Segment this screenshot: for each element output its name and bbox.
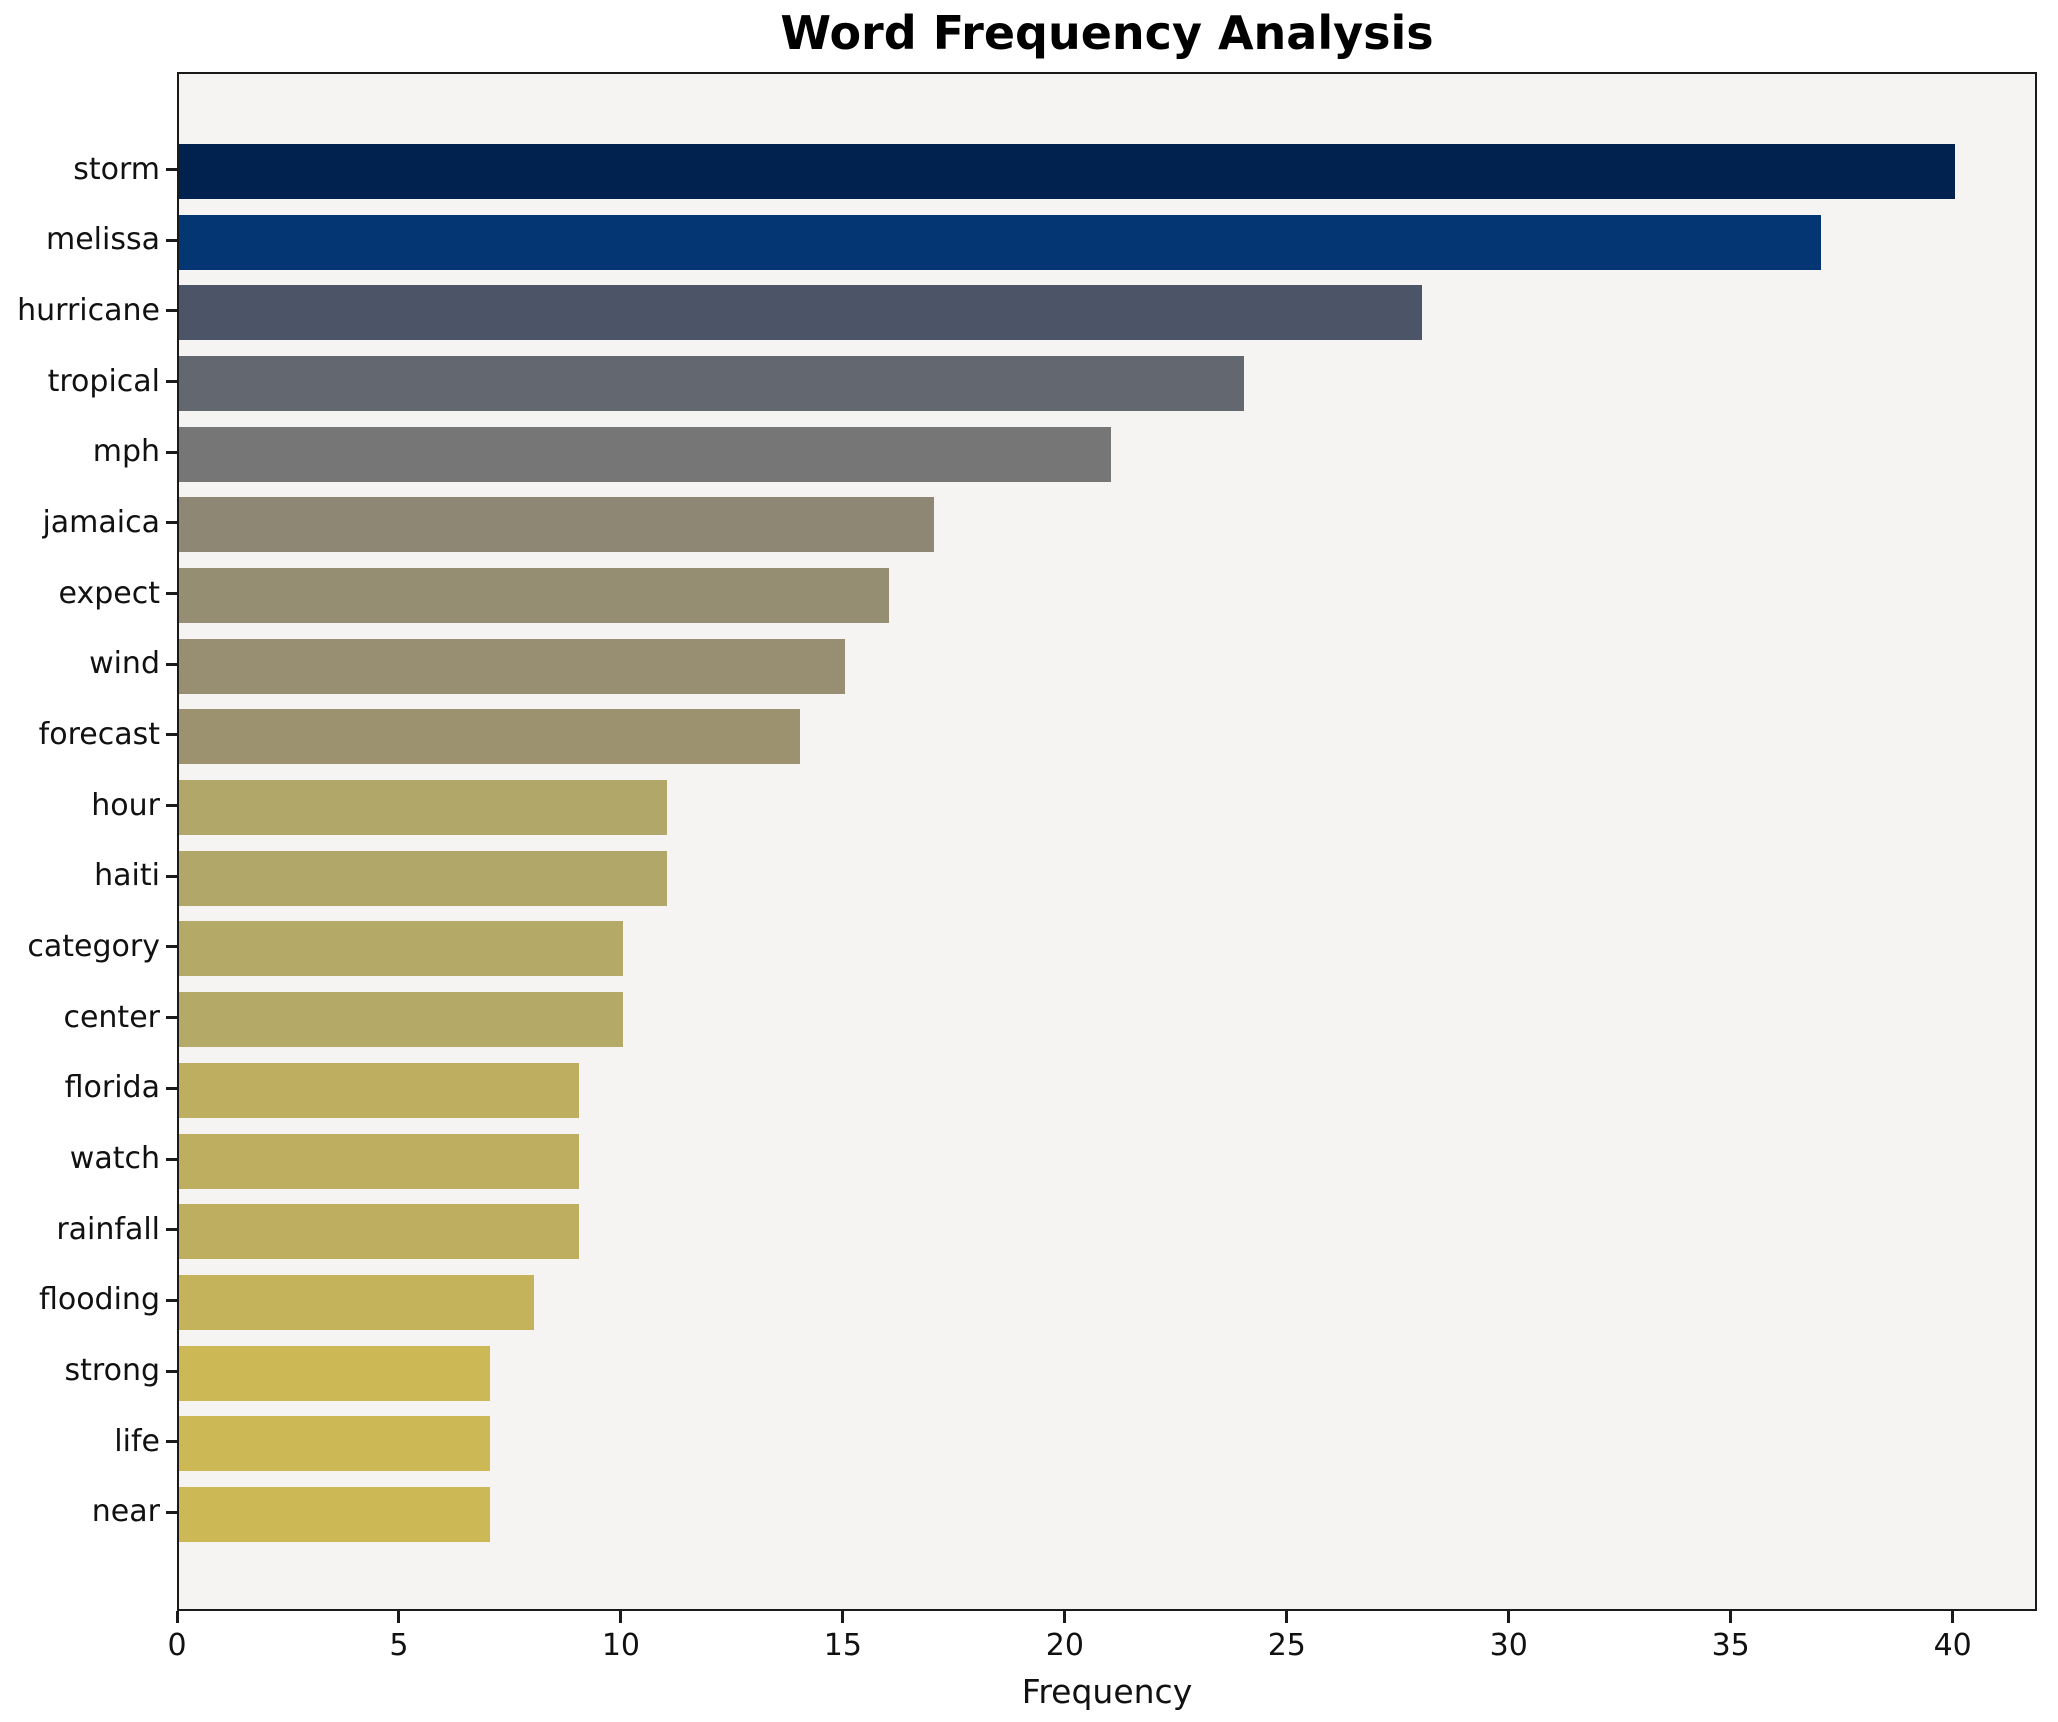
y-tick-mark [166, 450, 177, 454]
bar-near [179, 1486, 490, 1542]
y-tick-label-tropical: tropical [47, 363, 160, 399]
bar-center [179, 992, 623, 1048]
x-tick-mark [1507, 1611, 1511, 1623]
y-tick-label-flooding: flooding [38, 1282, 160, 1318]
y-tick-label-watch: watch [69, 1141, 160, 1177]
y-tick-label-hour: hour [91, 787, 160, 823]
y-tick-mark [166, 1510, 177, 1514]
x-tick-label-25: 25 [1267, 1628, 1306, 1663]
x-tick-label-5: 5 [389, 1628, 409, 1663]
y-tick-mark [166, 168, 177, 171]
bar-forecast [179, 709, 801, 765]
y-tick-mark [166, 380, 177, 384]
y-tick-label-mph: mph [92, 434, 160, 470]
y-tick-label-florida: florida [64, 1070, 160, 1106]
y-tick-mark [166, 662, 177, 666]
bar-florida [179, 1062, 579, 1118]
y-tick-label-melissa: melissa [46, 222, 160, 258]
y-tick-label-hurricane: hurricane [17, 292, 160, 328]
x-tick-mark [397, 1611, 401, 1623]
y-tick-label-wind: wind [89, 646, 160, 682]
y-tick-mark [166, 238, 177, 242]
y-tick-label-storm: storm [73, 151, 160, 187]
y-tick-mark [166, 521, 177, 525]
x-tick-label-40: 40 [1933, 1628, 1972, 1663]
bar-storm [179, 144, 1955, 199]
y-tick-label-center: center [63, 999, 160, 1035]
x-tick-label-30: 30 [1489, 1628, 1528, 1663]
y-tick-label-strong: strong [64, 1353, 160, 1389]
y-tick-label-life: life [114, 1423, 160, 1459]
y-tick-mark [166, 804, 177, 808]
y-tick-mark [166, 1369, 177, 1373]
x-tick-mark [1951, 1611, 1955, 1623]
x-axis-label: Frequency [1021, 1672, 1193, 1711]
y-tick-label-jamaica: jamaica [42, 504, 160, 540]
bar-hour [179, 780, 668, 836]
bar-jamaica [179, 497, 934, 553]
bar-watch [179, 1133, 579, 1189]
x-tick-label-15: 15 [823, 1628, 862, 1663]
x-tick-mark [1285, 1611, 1289, 1623]
y-tick-label-expect: expect [58, 575, 160, 611]
y-tick-mark [166, 592, 177, 596]
x-tick-label-10: 10 [601, 1628, 640, 1663]
x-tick-mark [1063, 1611, 1067, 1623]
bar-wind [179, 638, 845, 694]
y-tick-mark [166, 874, 177, 878]
y-tick-label-forecast: forecast [38, 716, 160, 752]
bar-expect [179, 568, 890, 624]
plot-area [177, 72, 2037, 1611]
bar-haiti [179, 850, 668, 906]
x-tick-label-0: 0 [167, 1628, 187, 1663]
bar-melissa [179, 214, 1822, 270]
y-tick-mark [166, 733, 177, 737]
y-tick-mark [166, 1440, 177, 1444]
y-tick-mark [166, 1228, 177, 1232]
chart-title: Word Frequency Analysis [780, 6, 1434, 60]
x-tick-label-20: 20 [1045, 1628, 1084, 1663]
bar-tropical [179, 356, 1245, 412]
x-tick-mark [1729, 1611, 1733, 1623]
x-tick-mark [841, 1611, 845, 1623]
bar-mph [179, 426, 1112, 482]
y-tick-label-category: category [27, 928, 160, 964]
bar-hurricane [179, 285, 1422, 341]
bar-strong [179, 1345, 490, 1401]
x-tick-mark [619, 1611, 623, 1623]
y-tick-label-rainfall: rainfall [56, 1211, 160, 1247]
y-tick-mark [166, 1086, 177, 1090]
x-tick-mark [175, 1611, 179, 1623]
y-tick-mark [166, 309, 177, 313]
bar-rainfall [179, 1204, 579, 1260]
y-tick-label-near: near [91, 1494, 160, 1530]
bar-flooding [179, 1274, 535, 1330]
bar-life [179, 1416, 490, 1472]
y-tick-mark [166, 1016, 177, 1020]
y-tick-mark [166, 1298, 177, 1302]
y-tick-mark [166, 1157, 177, 1161]
bar-category [179, 921, 623, 977]
y-tick-label-haiti: haiti [94, 858, 160, 894]
x-tick-label-35: 35 [1711, 1628, 1750, 1663]
y-tick-mark [166, 945, 177, 949]
